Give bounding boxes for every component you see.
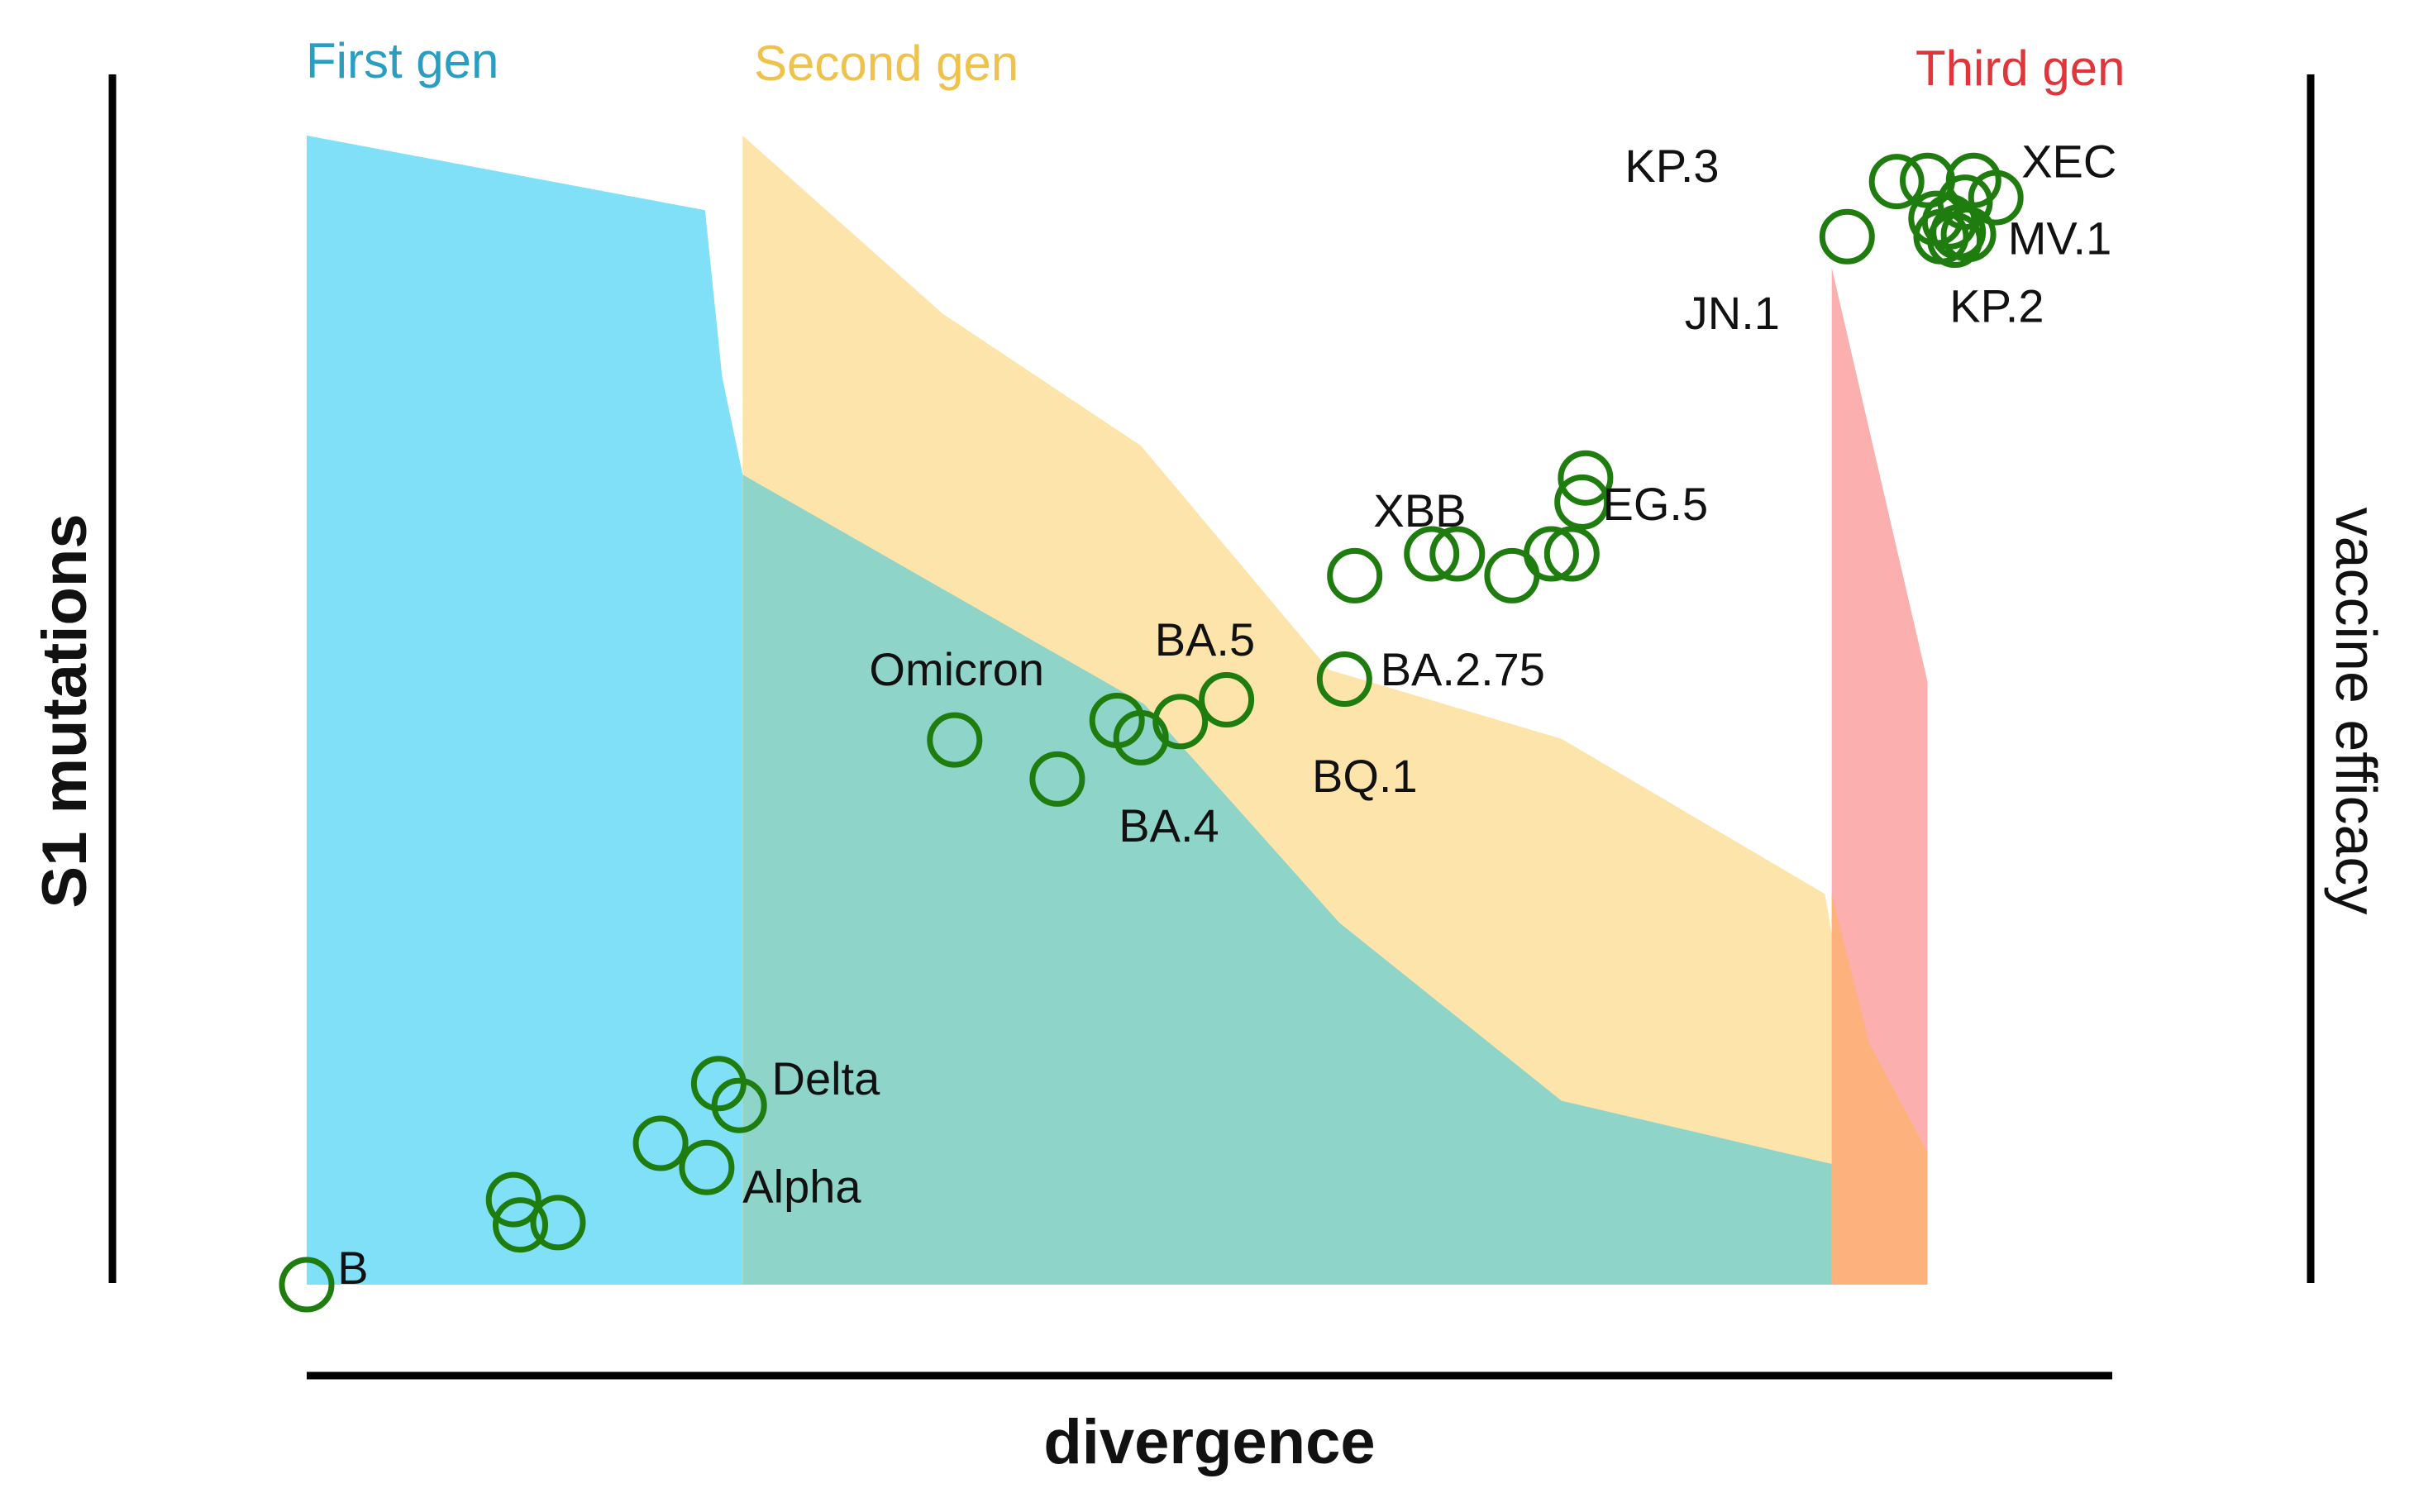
variant-point — [1029, 751, 1085, 807]
variant-labels: B Delta Alpha Omicron BA.5 BA.4 BQ.1 BA.2.75 XBB… — [337, 136, 2116, 1295]
variant-point — [1152, 694, 1209, 750]
x-axis-title: divergence — [1043, 1407, 1375, 1477]
variant-point — [679, 1139, 735, 1195]
variant-point — [1554, 474, 1610, 530]
variant-point — [1940, 207, 1997, 262]
variant-point — [632, 1115, 689, 1171]
first-gen-efficacy-area — [307, 136, 743, 1285]
variant-label-omicron: Omicron — [869, 643, 1044, 695]
second-gen-label: Second gen — [754, 36, 1019, 91]
variant-label-delta: Delta — [772, 1052, 881, 1104]
variant-label-jn-1: JN.1 — [1685, 287, 1780, 339]
y-axis-title: S1 mutations — [30, 513, 100, 908]
variant-label-alpha: Alpha — [742, 1161, 861, 1213]
variant-label-bq-1: BQ.1 — [1312, 750, 1418, 802]
variant-label-eg-5: EG.5 — [1603, 478, 1709, 530]
variant-point — [1113, 709, 1169, 766]
variant-point — [1819, 208, 1875, 265]
variant-label-xec: XEC — [2021, 136, 2116, 188]
first-gen-label: First gen — [306, 33, 499, 88]
variant-point — [485, 1171, 541, 1228]
variant-label-mv-1: MV.1 — [2008, 212, 2112, 265]
efficacy-areas — [307, 136, 1928, 1285]
y2-axis-title: vaccine efficacy — [2324, 508, 2388, 915]
overlap-efficacy-area — [742, 475, 1832, 1285]
variant-point — [1543, 526, 1600, 582]
variant-point — [1968, 169, 2024, 226]
variant-point — [1868, 154, 1925, 210]
variant-point — [927, 712, 983, 768]
variant-point — [1524, 526, 1579, 582]
variant-points — [279, 152, 2024, 1313]
third-overlap-efficacy-area — [1831, 894, 1928, 1285]
variant-point — [493, 1197, 548, 1253]
variant-point — [279, 1257, 335, 1313]
variant-point — [1199, 672, 1255, 727]
variant-label-b: B — [337, 1242, 368, 1294]
variant-point — [711, 1077, 767, 1133]
variant-label-xbb: XBB — [1373, 484, 1466, 537]
variant-label-ba-4: BA.4 — [1119, 799, 1219, 851]
variant-point — [1937, 174, 1993, 231]
third-gen-label: Third gen — [1915, 41, 2125, 96]
variant-point — [1404, 526, 1460, 582]
variant-label-ba-2-75: BA.2.75 — [1381, 643, 1545, 695]
variant-point — [1316, 651, 1372, 707]
variant-label-kp-3: KP.3 — [1624, 140, 1719, 192]
variant-label-kp-2: KP.2 — [1949, 280, 2044, 332]
variant-point — [1558, 450, 1614, 506]
variant-point — [530, 1195, 586, 1251]
variant-point — [1327, 547, 1383, 603]
variant-point — [1429, 526, 1486, 582]
variant-label-ba-5: BA.5 — [1155, 613, 1255, 665]
